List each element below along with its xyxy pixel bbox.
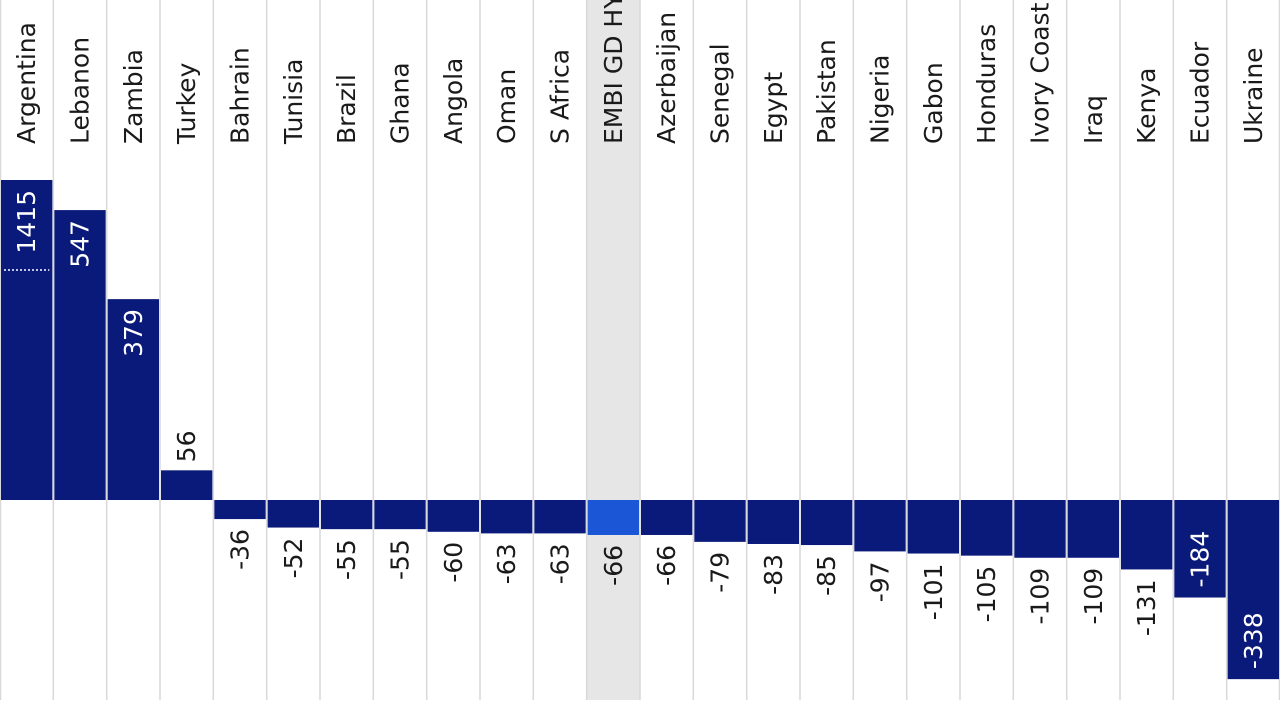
bar-iraq bbox=[1067, 500, 1119, 558]
value-label-ghana: -55 bbox=[386, 539, 415, 580]
value-label-honduras: -105 bbox=[972, 566, 1001, 623]
category-label-embi-gd-hy: EMBI GD HY bbox=[599, 0, 628, 144]
category-label-lebanon: Lebanon bbox=[66, 37, 95, 144]
value-label-brazil: -55 bbox=[332, 539, 361, 580]
category-label-oman: Oman bbox=[492, 69, 521, 144]
bar-egypt bbox=[747, 500, 799, 544]
category-label-zambia: Zambia bbox=[119, 49, 148, 144]
bar-oman bbox=[481, 500, 533, 534]
bar-bahrain bbox=[214, 500, 266, 520]
bars bbox=[1, 180, 1279, 680]
bar-tunisia bbox=[267, 500, 319, 528]
value-label-zambia: 379 bbox=[119, 309, 148, 357]
category-label-argentina: Argentina bbox=[12, 22, 41, 144]
value-label-azerbaijan: -66 bbox=[652, 545, 681, 586]
value-label-gabon: -101 bbox=[919, 564, 948, 621]
gridlines bbox=[0, 0, 1280, 700]
bar-honduras bbox=[961, 500, 1013, 556]
bar-turkey bbox=[161, 470, 213, 500]
bar-ecuador bbox=[1174, 500, 1226, 598]
bar-pakistan bbox=[801, 500, 853, 546]
category-label-ecuador: Ecuador bbox=[1186, 41, 1215, 144]
category-label-angola: Angola bbox=[439, 58, 468, 144]
highlight-bands bbox=[586, 0, 640, 700]
value-label-kenya: -131 bbox=[1132, 579, 1161, 636]
value-label-nigeria: -97 bbox=[866, 561, 895, 602]
category-label-turkey: Turkey bbox=[172, 62, 201, 145]
category-label-ivory-coast: Ivory Coast bbox=[1026, 2, 1055, 144]
bar-s-africa bbox=[534, 500, 586, 534]
value-label-argentina: 1415 bbox=[12, 190, 41, 254]
value-label-turkey: 56 bbox=[172, 431, 201, 463]
category-label-tunisia: Tunisia bbox=[279, 59, 308, 145]
category-label-nigeria: Nigeria bbox=[866, 55, 895, 144]
bar-lebanon bbox=[54, 210, 106, 500]
category-label-ukraine: Ukraine bbox=[1239, 47, 1268, 144]
value-label-pakistan: -85 bbox=[812, 555, 841, 596]
bar-argentina bbox=[1, 180, 53, 500]
category-label-gabon: Gabon bbox=[919, 62, 948, 144]
value-label-ecuador: -184 bbox=[1186, 531, 1215, 588]
category-label-kenya: Kenya bbox=[1132, 68, 1161, 145]
category-label-azerbaijan: Azerbaijan bbox=[652, 12, 681, 144]
bar-gabon bbox=[907, 500, 959, 554]
value-label-angola: -60 bbox=[439, 542, 468, 583]
bar-brazil bbox=[321, 500, 373, 530]
category-label-senegal: Senegal bbox=[706, 43, 735, 144]
bar-zambia bbox=[107, 299, 159, 500]
bar-senegal bbox=[694, 500, 746, 542]
value-label-embi-gd-hy: -66 bbox=[599, 545, 628, 586]
category-labels: Argentina Lebanon Zambia Turkey Bahrain Tunis… bbox=[12, 0, 1268, 145]
category-label-s-africa: S Africa bbox=[546, 49, 575, 144]
category-label-bahrain: Bahrain bbox=[226, 47, 255, 144]
value-label-tunisia: -52 bbox=[279, 538, 308, 579]
value-label-senegal: -79 bbox=[706, 552, 735, 593]
value-label-lebanon: 547 bbox=[66, 220, 95, 268]
category-label-pakistan: Pakistan bbox=[812, 39, 841, 144]
value-label-egypt: -83 bbox=[759, 554, 788, 595]
value-label-oman: -63 bbox=[492, 543, 521, 584]
value-label-ivory-coast: -109 bbox=[1026, 568, 1055, 625]
category-label-ghana: Ghana bbox=[386, 62, 415, 144]
category-label-iraq: Iraq bbox=[1079, 95, 1108, 144]
bar-ivory-coast bbox=[1014, 500, 1066, 558]
category-label-egypt: Egypt bbox=[759, 72, 788, 144]
bar-ukraine bbox=[1227, 500, 1279, 680]
value-label-iraq: -109 bbox=[1079, 568, 1108, 625]
category-label-honduras: Honduras bbox=[972, 24, 1001, 144]
category-label-brazil: Brazil bbox=[332, 74, 361, 144]
value-label-ukraine: -338 bbox=[1239, 612, 1268, 669]
bar-nigeria bbox=[854, 500, 906, 552]
bar-angola bbox=[427, 500, 479, 532]
bar-ghana bbox=[374, 500, 426, 530]
bar-azerbaijan bbox=[641, 500, 693, 535]
bar-embi-gd-hy bbox=[587, 500, 639, 535]
value-label-s-africa: -63 bbox=[546, 543, 575, 584]
bar-kenya bbox=[1121, 500, 1173, 570]
highlight-band-embi-gd-hy bbox=[586, 0, 640, 700]
value-label-bahrain: -36 bbox=[226, 529, 255, 570]
